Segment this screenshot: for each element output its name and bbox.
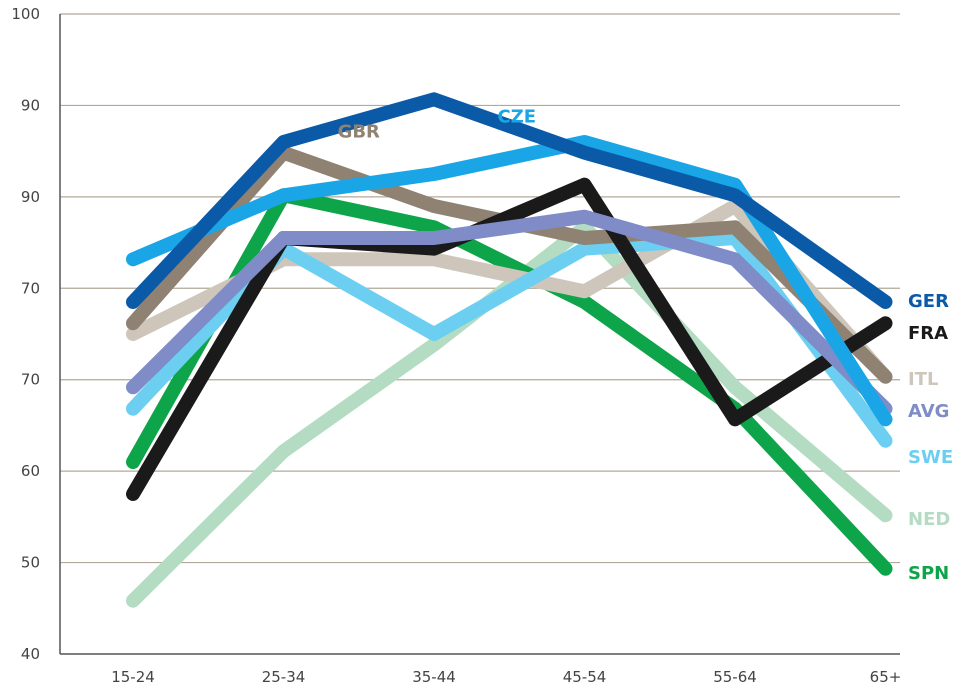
series-line-ger: [126, 92, 893, 309]
x-tick-label: 55-64: [713, 668, 757, 686]
y-tick-label: 40: [21, 645, 40, 663]
end-label-ger: GER: [908, 291, 949, 312]
end-label-itl: ITL: [908, 369, 938, 390]
series-line-fra: [126, 177, 893, 501]
x-tick-label: 25-34: [262, 668, 306, 686]
y-tick-label: 100: [11, 5, 40, 23]
x-tick-labels: 15-24 25-34 35-44 45-54 55-64 65+: [111, 668, 901, 686]
y-tick-label: 70: [21, 279, 40, 297]
series-lines: [126, 92, 893, 608]
y-tick-label: 60: [21, 462, 40, 480]
x-tick-label: 45-54: [563, 668, 607, 686]
y-tick-label: 90: [21, 188, 40, 206]
series-line-spn: [126, 188, 893, 576]
inline-label-gbr: GBR: [338, 121, 380, 142]
y-tick-label: 90: [21, 96, 40, 114]
y-tick-label: 70: [21, 371, 40, 389]
end-label-avg: AVG: [908, 401, 949, 422]
x-tick-label: 35-44: [412, 668, 456, 686]
inline-label-cze: CZE: [497, 106, 536, 127]
x-tick-label: 65+: [870, 668, 902, 686]
series-line-avg: [126, 209, 893, 416]
y-tick-label: 50: [21, 554, 40, 572]
series-line-cze: [126, 135, 893, 427]
end-label-ned: NED: [908, 509, 950, 530]
end-series-labels: GER FRA ITL AVG SWE NED SPN: [908, 291, 953, 584]
end-label-fra: FRA: [908, 323, 948, 344]
x-tick-label: 15-24: [111, 668, 155, 686]
end-label-swe: SWE: [908, 447, 953, 468]
inline-series-labels: GBR CZE: [338, 106, 536, 142]
end-label-spn: SPN: [908, 563, 949, 584]
y-tick-labels: 100 90 90 70 70 60 50 40: [11, 5, 40, 663]
